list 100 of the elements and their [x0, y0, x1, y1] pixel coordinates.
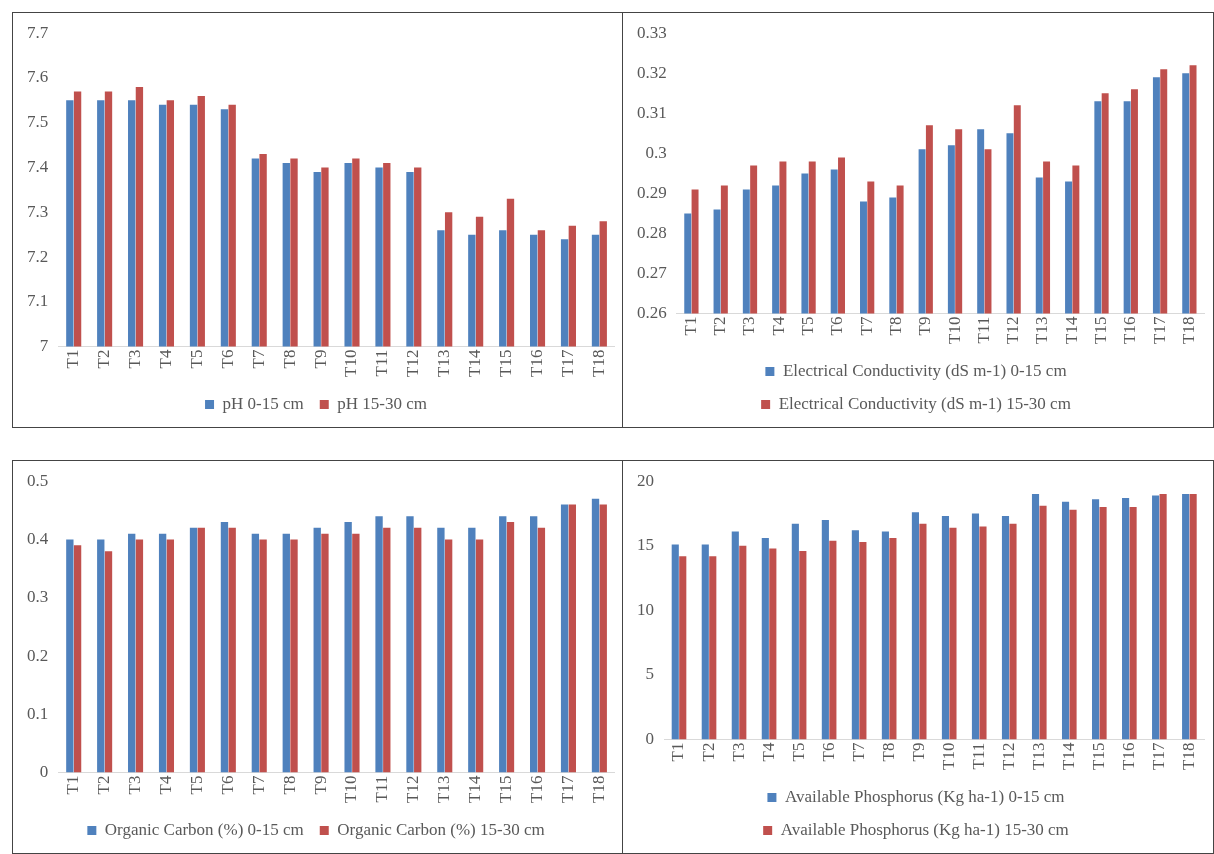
x-tick-label: T17 [1148, 742, 1168, 771]
x-tick-label: T3 [728, 742, 748, 762]
bar [1152, 495, 1160, 740]
legend-label: Organic Carbon (%) 15-30 cm [337, 819, 545, 839]
y-tick-label: 7.4 [27, 156, 49, 176]
x-tick-label: T9 [915, 316, 935, 336]
x-tick-label: T5 [186, 775, 206, 795]
y-tick-label: 0.27 [637, 263, 668, 283]
bar [251, 533, 260, 773]
x-tick-label: T3 [125, 775, 145, 795]
x-tick-label: T18 [588, 349, 608, 378]
x-tick-label: T18 [1178, 316, 1198, 345]
y-tick-label: 20 [637, 470, 654, 490]
y-tick-label: 7.5 [27, 112, 49, 132]
x-tick-label: T4 [155, 349, 175, 369]
x-tick-label: T9 [908, 742, 928, 762]
bar [73, 545, 82, 773]
y-tick-label: 0.31 [637, 102, 667, 122]
bar [949, 527, 957, 740]
bar [911, 512, 919, 740]
y-tick-label: 0 [39, 762, 49, 782]
y-tick-label: 0.26 [637, 303, 667, 323]
y-tick-label: 0.5 [27, 470, 49, 490]
bar [739, 545, 747, 740]
x-tick-label: T18 [1178, 742, 1198, 771]
bar [799, 550, 807, 740]
x-tick-label: T12 [1003, 316, 1023, 345]
x-tick-label: T4 [768, 316, 788, 336]
x-tick-label: T4 [758, 742, 778, 762]
x-tick-label: T14 [1061, 316, 1081, 345]
x-tick-label: T7 [848, 742, 868, 762]
bar [1091, 499, 1100, 740]
bar [282, 533, 290, 773]
x-tick-label: T18 [588, 775, 608, 804]
bar [979, 526, 987, 740]
x-tick-label: T6 [217, 775, 237, 795]
bar [1122, 498, 1130, 740]
bar [437, 527, 445, 773]
bar [166, 539, 175, 773]
bar [941, 516, 950, 740]
bar [671, 544, 679, 740]
bar [406, 516, 414, 773]
bar [158, 533, 167, 773]
x-tick-label: T2 [94, 349, 114, 369]
x-tick-label: T1 [680, 316, 700, 336]
bar [104, 551, 113, 773]
x-tick-label: T9 [310, 775, 330, 795]
x-tick-label: T2 [698, 742, 718, 762]
x-tick-label: T6 [827, 316, 847, 336]
y-tick-label: 0 [645, 729, 654, 749]
y-tick-label: 0.3 [27, 587, 49, 607]
x-tick-label: T14 [465, 349, 485, 378]
bar [313, 527, 321, 773]
x-tick-label: T14 [1058, 742, 1078, 771]
x-tick-label: T13 [1032, 316, 1052, 345]
x-tick-label: T8 [279, 349, 299, 369]
bar [568, 504, 576, 773]
bar [851, 530, 859, 740]
bar [859, 541, 867, 740]
x-tick-label: T17 [1149, 316, 1169, 345]
x-tick-label: T15 [496, 349, 516, 378]
y-tick-label: 0.33 [637, 22, 667, 42]
y-tick-label: 0.1 [27, 703, 49, 723]
bar [197, 527, 205, 773]
x-tick-label: T14 [465, 775, 485, 804]
y-tick-label: 7.3 [27, 201, 49, 221]
x-tick-label: T12 [998, 742, 1018, 771]
bar [414, 527, 422, 773]
bar [881, 531, 889, 740]
bar [599, 504, 607, 773]
x-tick-label: T6 [217, 349, 237, 369]
bar [761, 538, 769, 740]
bar [499, 516, 507, 773]
x-tick-label: T7 [856, 316, 876, 336]
bar [506, 522, 515, 773]
bar [220, 522, 229, 773]
x-tick-label: T13 [434, 775, 454, 804]
x-tick-label: T17 [557, 349, 577, 378]
legend-label: Available Phosphorus (Kg ha-1) 0-15 cm [784, 786, 1065, 806]
x-tick-label: T11 [973, 316, 993, 344]
bar [228, 527, 236, 773]
bar [731, 531, 739, 740]
bar [1129, 507, 1137, 740]
x-tick-label: T4 [155, 775, 175, 795]
bar [1069, 509, 1077, 740]
y-tick-label: 7 [39, 336, 49, 356]
bar [791, 523, 799, 740]
x-tick-label: T9 [310, 349, 330, 369]
bar [821, 519, 829, 740]
bar [889, 538, 897, 740]
bar [1009, 523, 1017, 740]
y-tick-label: 0.2 [27, 645, 49, 665]
x-tick-label: T16 [527, 349, 546, 378]
x-tick-label: T6 [818, 742, 838, 762]
x-tick-label: T3 [125, 349, 145, 369]
bar [701, 544, 709, 740]
bar [919, 523, 927, 740]
y-tick-label: 7.7 [27, 22, 49, 42]
y-tick-label: 0.4 [27, 528, 49, 548]
legend-label: Available Phosphorus (Kg ha-1) 15-30 cm [780, 819, 1069, 839]
